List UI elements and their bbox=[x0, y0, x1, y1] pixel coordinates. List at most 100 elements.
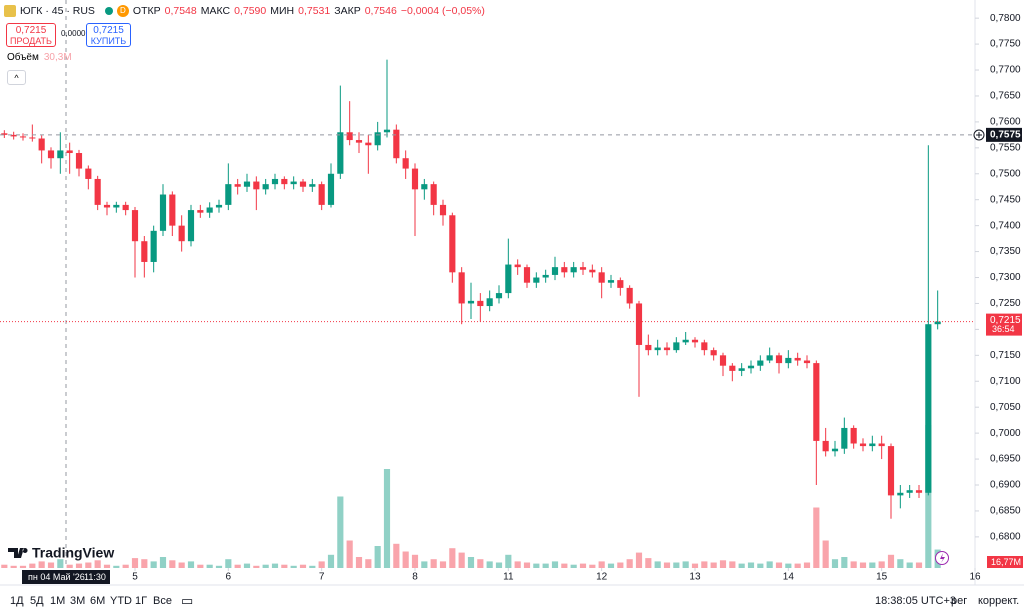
volume-bar bbox=[775, 562, 783, 568]
volume-bar bbox=[253, 565, 260, 568]
alert-bolt bbox=[940, 553, 945, 563]
volume-bar bbox=[346, 540, 353, 568]
candle-body bbox=[206, 207, 213, 213]
y-tick-label: 0,7750 bbox=[990, 39, 1021, 50]
y-tick-label: 0,7300 bbox=[990, 272, 1021, 283]
volume-bar bbox=[495, 562, 503, 568]
marks bbox=[1, 59, 941, 568]
x-tick-label: 6 bbox=[226, 572, 232, 583]
candle-body bbox=[234, 184, 241, 187]
range-button[interactable]: 5Д bbox=[30, 595, 44, 607]
volume-bar bbox=[663, 562, 671, 568]
volume-bar bbox=[337, 496, 344, 568]
volume-bar bbox=[19, 565, 27, 568]
volume-bar bbox=[10, 565, 17, 568]
candle-body bbox=[925, 324, 932, 493]
candle-body bbox=[841, 427, 848, 449]
volume-bar bbox=[197, 564, 204, 568]
volume-bar bbox=[514, 561, 521, 568]
volume-bar bbox=[645, 558, 652, 568]
collapse-button[interactable]: ^ bbox=[7, 70, 26, 85]
candle-body bbox=[103, 204, 111, 208]
volume-bar bbox=[393, 543, 400, 568]
candle-body bbox=[598, 272, 605, 283]
volume-bar bbox=[701, 561, 708, 568]
volume-label-box bbox=[987, 556, 1023, 568]
volume-bar bbox=[906, 562, 913, 568]
delay-badge: D bbox=[116, 5, 129, 17]
volume-bar bbox=[729, 561, 736, 568]
volume-bar bbox=[925, 425, 932, 568]
range-button[interactable]: Все bbox=[153, 595, 172, 607]
candle-body bbox=[187, 210, 195, 242]
buy-button[interactable]: 0,7215 КУПИТЬ bbox=[86, 23, 131, 47]
spread: 0,0000 bbox=[61, 29, 86, 38]
candle-body bbox=[514, 264, 521, 268]
y-tick-label: 0,6850 bbox=[990, 506, 1021, 517]
candle-body bbox=[486, 298, 493, 307]
volume-bar bbox=[271, 563, 279, 568]
candle-body bbox=[94, 178, 101, 205]
volume-bar bbox=[533, 563, 540, 568]
candle-body bbox=[654, 347, 661, 351]
x-tick-label: 5 bbox=[132, 572, 138, 583]
range-button[interactable]: 3М bbox=[70, 595, 86, 607]
candle-body bbox=[785, 357, 792, 364]
range-button[interactable]: 6М bbox=[90, 595, 106, 607]
adjust[interactable]: коррект. bbox=[978, 595, 1020, 607]
volume-bar bbox=[579, 563, 587, 568]
candle-body bbox=[262, 184, 269, 190]
volume-last-label: 16,77M bbox=[991, 557, 1021, 567]
range-button[interactable]: 1Д bbox=[10, 595, 24, 607]
volume-bar bbox=[430, 559, 437, 568]
candle-body bbox=[38, 138, 45, 151]
low-value: 0,7531 bbox=[298, 5, 331, 17]
candle-body bbox=[122, 204, 129, 211]
symbol-logo bbox=[4, 5, 16, 17]
volume-bar bbox=[327, 554, 335, 568]
candle-body bbox=[673, 342, 680, 351]
clock: 18:38:05 UTC+3 bbox=[875, 595, 957, 607]
x-tick-label: 12 bbox=[596, 572, 608, 583]
volume-bar bbox=[103, 564, 111, 568]
candle-body bbox=[318, 184, 325, 205]
volume-bar bbox=[159, 557, 167, 568]
y-tick-label: 0,7500 bbox=[990, 168, 1021, 179]
session[interactable]: рег bbox=[951, 595, 968, 607]
volume-bar bbox=[169, 560, 176, 568]
candle-body bbox=[215, 204, 223, 208]
buy-price: 0,7215 bbox=[93, 25, 124, 36]
candle-body bbox=[421, 184, 428, 190]
candle-body bbox=[10, 134, 17, 137]
candle-body bbox=[897, 492, 904, 496]
candle-body bbox=[309, 184, 316, 187]
symbol[interactable]: ЮГК · 45 · RUS bbox=[20, 5, 95, 17]
sell-button[interactable]: 0,7215 ПРОДАТЬ bbox=[6, 23, 56, 47]
candle-body bbox=[579, 267, 587, 270]
candle-body bbox=[915, 490, 923, 493]
candle-body bbox=[617, 280, 624, 288]
candle-body bbox=[551, 267, 559, 275]
volume-bar bbox=[831, 559, 839, 568]
candle-body bbox=[561, 267, 568, 273]
candle-body bbox=[411, 168, 419, 190]
range-button[interactable]: 1М bbox=[50, 595, 66, 607]
range-button[interactable]: 1Г bbox=[135, 595, 148, 607]
volume-bar bbox=[607, 563, 615, 568]
range-button[interactable]: YTD bbox=[110, 595, 132, 607]
high-label: МАКС bbox=[200, 5, 231, 17]
last-price-label: 0,7215 bbox=[990, 315, 1021, 326]
volume-bar bbox=[785, 563, 792, 568]
volume-bar bbox=[47, 562, 55, 568]
candle-body bbox=[794, 357, 801, 361]
crosshair-clock: 11:30 bbox=[84, 572, 106, 582]
volume-bar bbox=[262, 564, 269, 568]
volume-bar bbox=[141, 559, 148, 568]
volume-bar bbox=[206, 564, 213, 568]
candle-body bbox=[85, 168, 92, 179]
candle-body bbox=[337, 132, 344, 174]
volume-bar bbox=[757, 563, 764, 568]
candle-body bbox=[131, 210, 139, 242]
date-range-icon[interactable]: ▭ bbox=[181, 593, 194, 608]
y-tick-label: 0,7000 bbox=[990, 428, 1021, 439]
